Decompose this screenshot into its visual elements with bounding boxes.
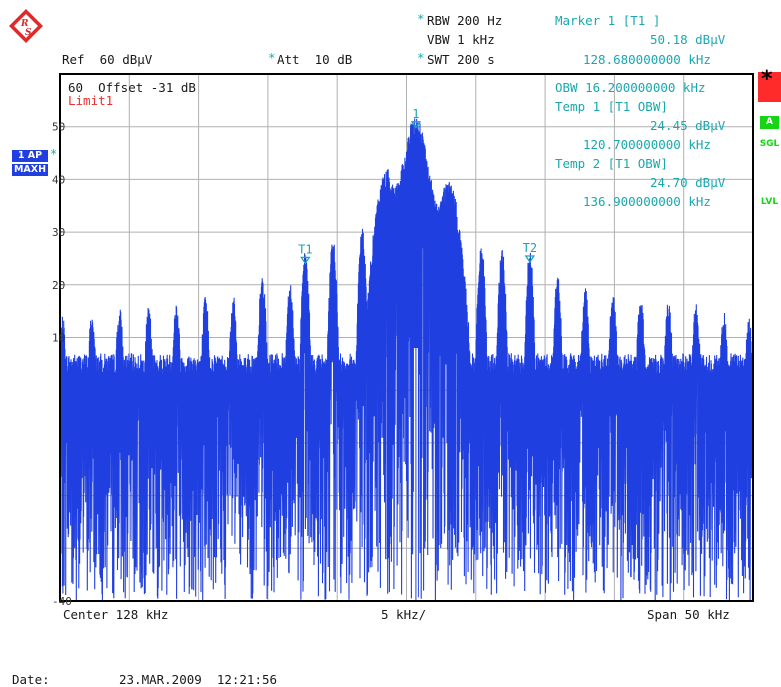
lvl-badge: LVL bbox=[760, 197, 779, 207]
sgl-badge: SGL bbox=[759, 139, 780, 149]
trace-a-badge: A bbox=[760, 116, 779, 129]
y-tick-label: -40 bbox=[52, 595, 72, 608]
marker-1-icon bbox=[410, 121, 422, 129]
temp2-title: Temp 2 [T1 OBW] bbox=[555, 156, 668, 171]
date-value: 23.MAR.2009 12:21:56 bbox=[119, 672, 278, 687]
span-readout: Span 50 kHz bbox=[647, 607, 730, 622]
status-star: * bbox=[761, 67, 773, 92]
marker-t2-label: T2 bbox=[523, 241, 537, 255]
marker-level: 50.18 dBµV bbox=[650, 32, 726, 47]
marker-t2-icon bbox=[524, 255, 536, 264]
trace-maxh-badge: MAXH bbox=[12, 164, 48, 176]
ref-level: Ref 60 dBµV bbox=[62, 52, 153, 67]
marker-frequency: 128.680000000 kHz bbox=[583, 52, 711, 67]
y-tick-label: 40 bbox=[52, 173, 65, 186]
date-label: Date: bbox=[12, 672, 50, 687]
vbw-readout: VBW 1 kHz bbox=[427, 32, 495, 47]
temp1-level: 24.45 dBµV bbox=[650, 118, 726, 133]
rohde-schwarz-logo-icon: R S bbox=[9, 9, 43, 43]
swt-star: * bbox=[417, 50, 425, 65]
temp2-level: 24.70 dBµV bbox=[650, 175, 726, 190]
y-tick-label: 30 bbox=[52, 226, 65, 239]
obw-readout: OBW 16.200000000 kHz bbox=[555, 80, 706, 95]
attenuation: Att 10 dB bbox=[277, 52, 353, 67]
division-scale: 5 kHz/ bbox=[381, 607, 427, 622]
marker-t1-label: T1 bbox=[298, 242, 312, 256]
temp2-frequency: 136.900000000 kHz bbox=[583, 194, 711, 209]
status-star-box: * bbox=[758, 67, 781, 102]
rbw-readout: RBW 200 Hz bbox=[427, 13, 503, 28]
y-tick-label: 20 bbox=[52, 279, 65, 292]
att-star: * bbox=[268, 50, 276, 65]
marker-title: Marker 1 [T1 ] bbox=[555, 13, 661, 28]
offset-readout: 60 Offset -31 dB bbox=[68, 80, 196, 95]
spectrum-trace bbox=[59, 118, 754, 602]
rbw-star: * bbox=[417, 11, 425, 26]
trace-ap-badge: 1 AP bbox=[12, 150, 48, 162]
trace-star: * bbox=[50, 147, 58, 161]
limit-label: Limit1 bbox=[68, 93, 114, 108]
svg-text:S: S bbox=[25, 28, 32, 38]
svg-text:R: R bbox=[20, 19, 29, 29]
y-tick-label: 10 bbox=[52, 332, 65, 345]
y-tick-label: 50 bbox=[52, 121, 65, 134]
temp1-title: Temp 1 [T1 OBW] bbox=[555, 99, 668, 114]
temp1-frequency: 120.700000000 kHz bbox=[583, 137, 711, 152]
plot-frame bbox=[59, 73, 754, 602]
marker-t1-icon bbox=[300, 256, 311, 265]
swt-readout: SWT 200 s bbox=[427, 52, 495, 67]
center-frequency: Center 128 kHz bbox=[63, 607, 169, 622]
marker-1-label: 1 bbox=[412, 107, 419, 121]
